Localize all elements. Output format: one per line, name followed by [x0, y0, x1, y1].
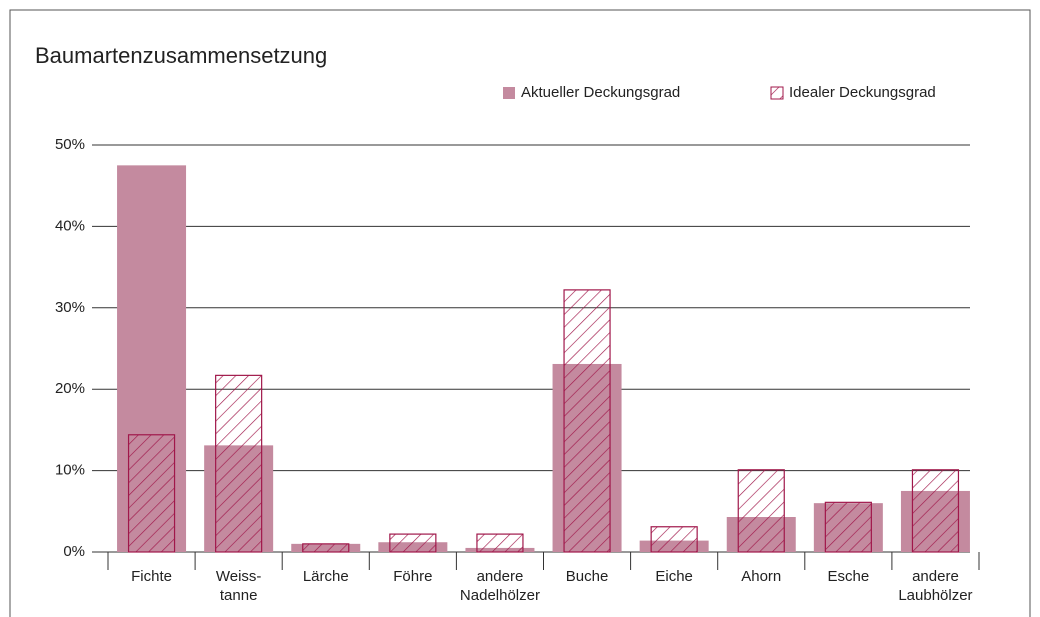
- bar: [127, 434, 176, 553]
- x-tick-label: Föhre: [393, 568, 432, 585]
- x-tick-label: Buche: [566, 568, 609, 585]
- x-tick-label: Esche: [827, 568, 869, 585]
- y-tick-label: 0%: [63, 543, 85, 560]
- legend-label: Idealer Deckungsgrad: [789, 84, 936, 101]
- x-tick-label: Eiche: [655, 568, 693, 585]
- bar: [911, 469, 960, 553]
- x-tick-label: Weiss-tanne: [216, 568, 262, 604]
- legend-swatch: [503, 87, 515, 99]
- x-tick-label: andere Nadelhölzer: [460, 568, 540, 604]
- bar: [650, 526, 698, 553]
- chart-title: Baumartenzusammensetzung: [35, 43, 327, 68]
- y-tick-label: 30%: [55, 299, 85, 316]
- frame: [9, 9, 1031, 617]
- bar: [563, 289, 611, 553]
- legend-swatch: [770, 86, 784, 100]
- bar: [476, 533, 524, 553]
- y-tick-label: 20%: [55, 380, 85, 397]
- bar: [302, 543, 350, 553]
- bar: [389, 533, 437, 553]
- x-tick-label: Ahorn: [741, 568, 781, 585]
- y-tick-label: 50%: [55, 136, 85, 153]
- bar: [215, 374, 263, 553]
- legend-label: Aktueller Deckungsgrad: [521, 84, 680, 101]
- bar: [824, 501, 872, 553]
- y-tick-label: 40%: [55, 217, 85, 234]
- y-tick-label: 10%: [55, 462, 85, 479]
- x-tick-label: Fichte: [131, 568, 172, 585]
- x-tick-label: Lärche: [303, 568, 349, 585]
- x-tick-label: andere Laubhölzer: [898, 568, 972, 604]
- bar: [737, 469, 785, 553]
